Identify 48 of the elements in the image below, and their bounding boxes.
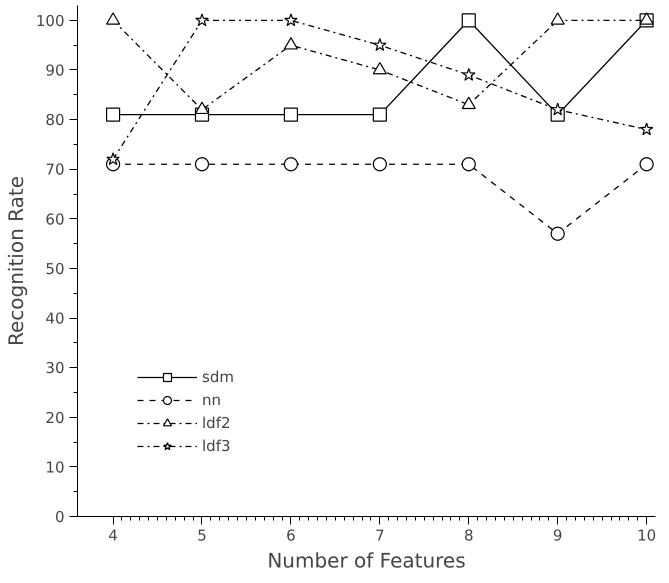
point: [106, 108, 120, 122]
point: [373, 38, 387, 52]
y-tick-label: 40: [45, 310, 65, 328]
point: [640, 157, 654, 172]
point: [372, 62, 387, 74]
y-tick-label: 0: [54, 508, 65, 526]
legend-label: sdm: [202, 368, 234, 386]
point: [550, 102, 564, 116]
x-tick-label: 4: [108, 526, 118, 544]
point: [462, 13, 476, 28]
point: [284, 37, 298, 50]
y-axis-title: Recognition Rate: [4, 176, 28, 346]
y-tick-label: 50: [45, 260, 65, 278]
y-tick-label: 70: [45, 160, 65, 179]
x-tick-label: 7: [375, 526, 385, 544]
y-tick-label: 100: [36, 12, 65, 30]
x-tick-label: 9: [552, 526, 562, 544]
legend-label: nn: [202, 391, 222, 409]
point: [106, 152, 120, 166]
x-tick-label: 5: [197, 526, 207, 544]
point: [195, 13, 209, 26]
point: [284, 108, 298, 122]
point: [194, 102, 210, 114]
y-tick-label: 80: [45, 111, 65, 130]
point: [550, 226, 565, 241]
x-tick-label: 6: [286, 526, 296, 544]
point: [194, 157, 210, 172]
y-tick-label: 60: [45, 210, 65, 228]
point: [462, 68, 476, 81]
point: [284, 13, 298, 26]
point: [106, 12, 120, 25]
point: [372, 157, 387, 172]
point: [550, 12, 565, 25]
x-tick-label: 10: [637, 526, 656, 544]
y-tick-label: 20: [45, 408, 65, 427]
x-axis-title: Number of Features: [267, 548, 466, 572]
point: [462, 157, 476, 172]
y-tick-label: 10: [45, 458, 65, 476]
point: [640, 12, 654, 25]
y-tick-label: 30: [45, 359, 65, 378]
point: [284, 157, 298, 172]
point: [372, 108, 387, 122]
legend-label: ldf3: [202, 437, 231, 455]
y-tick-label: 90: [45, 61, 65, 80]
x-tick-label: 8: [464, 526, 474, 544]
legend-label: ldf2: [202, 414, 231, 432]
point: [462, 96, 476, 110]
point: [640, 122, 654, 136]
